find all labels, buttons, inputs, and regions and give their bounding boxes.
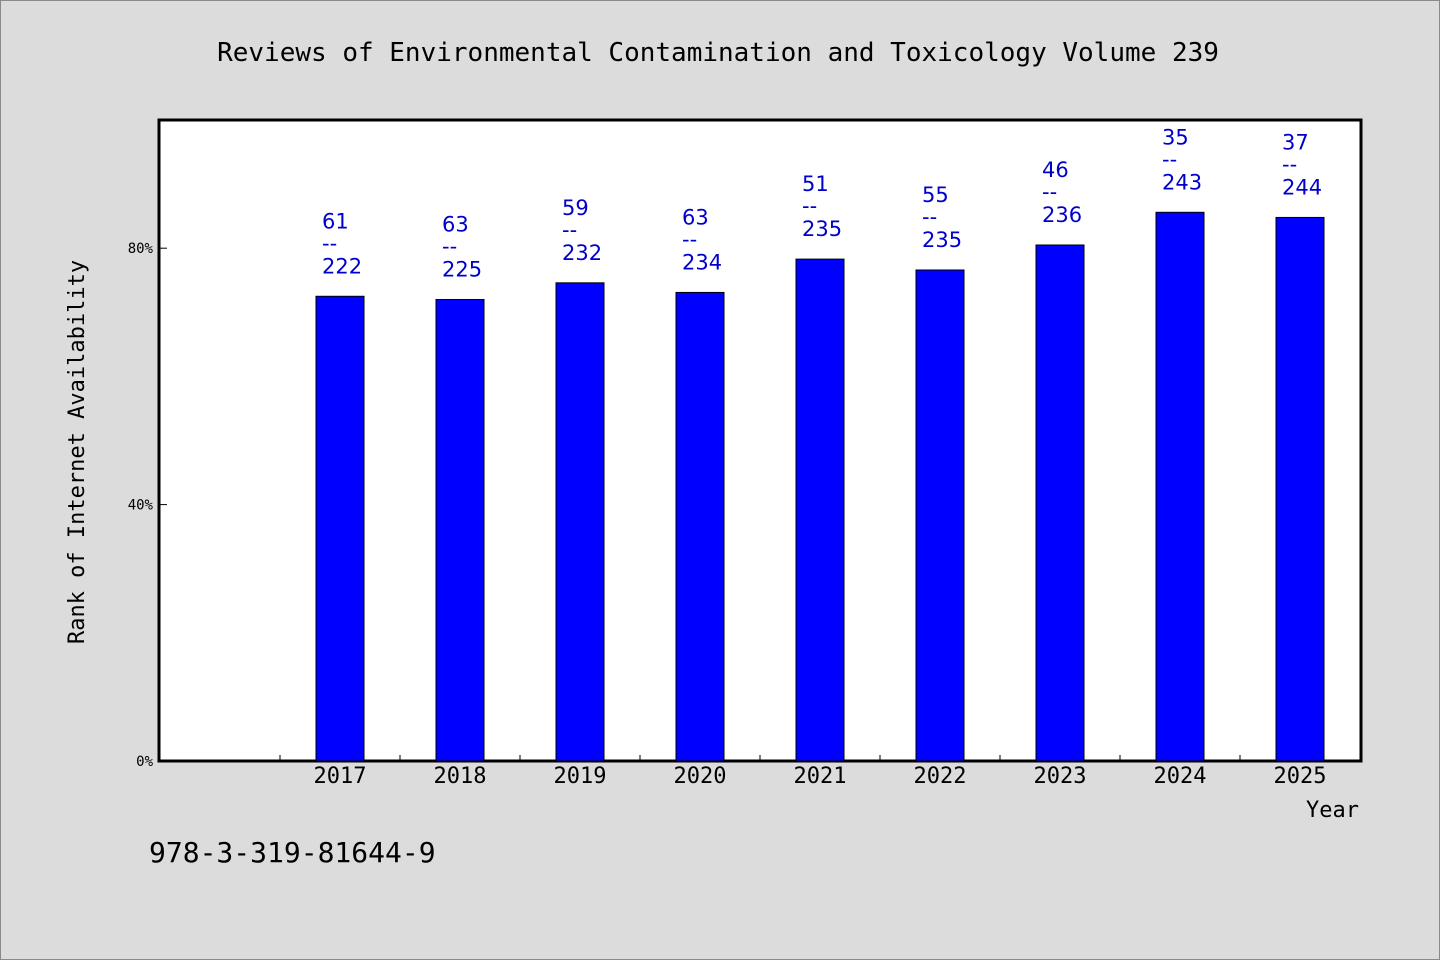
data-label-total: 235: [802, 217, 842, 241]
data-label-total: 232: [562, 241, 602, 265]
data-label-rank: 37: [1282, 130, 1309, 154]
data-label-rank: 46: [1042, 158, 1069, 182]
x-axis-label: Year: [1306, 798, 1359, 823]
data-label-rank: 35: [1162, 125, 1189, 149]
data-label-rank: 63: [442, 212, 469, 236]
data-labels: 201761--222201863--225201959--232202063-…: [314, 125, 1327, 789]
x-tick-label: 2017: [314, 764, 367, 789]
isbn-label: 978-3-319-81644-9: [149, 836, 436, 869]
x-tick-label: 2019: [554, 764, 607, 789]
bar: [1155, 211, 1205, 762]
bar: [315, 295, 365, 762]
data-label-total: 222: [322, 254, 362, 278]
x-tick-label: 2018: [434, 764, 487, 789]
data-label-total: 236: [1042, 203, 1082, 227]
x-tick-label: 2023: [1034, 764, 1087, 789]
data-label-separator: --: [802, 194, 817, 218]
data-label-separator: --: [562, 218, 577, 242]
data-label-rank: 63: [682, 205, 709, 229]
x-tick-label: 2024: [1154, 764, 1207, 789]
chart-title: Reviews of Environmental Contamination a…: [217, 38, 1219, 68]
data-label-rank: 55: [922, 183, 949, 207]
data-label-separator: --: [922, 205, 937, 229]
data-label-rank: 61: [322, 209, 349, 233]
data-label-rank: 51: [802, 172, 829, 196]
bar: [675, 291, 725, 762]
data-label-total: 243: [1162, 170, 1202, 194]
x-tick-label: 2021: [794, 764, 847, 789]
bars: [315, 211, 1325, 762]
bar: [1275, 216, 1325, 762]
bar: [795, 258, 845, 762]
data-label-separator: --: [1282, 152, 1297, 176]
y-tick-label: 40%: [128, 498, 154, 514]
data-label-total: 235: [922, 228, 962, 252]
y-tick-label: 0%: [136, 754, 153, 770]
y-axis-label: Rank of Internet Availability: [65, 260, 90, 644]
x-tick-label: 2022: [914, 764, 967, 789]
data-label-separator: --: [442, 234, 457, 258]
data-label-separator: --: [682, 227, 697, 251]
data-label-separator: --: [322, 231, 337, 255]
x-tick-label: 2020: [674, 764, 727, 789]
data-label-total: 234: [682, 250, 722, 274]
y-tick-label: 80%: [128, 241, 154, 257]
bar: [915, 269, 965, 762]
bar: [1035, 244, 1085, 762]
data-label-rank: 59: [562, 196, 589, 220]
bar: [555, 282, 605, 762]
x-tick-label: 2025: [1274, 764, 1327, 789]
data-label-separator: --: [1042, 180, 1057, 204]
bar: [435, 298, 485, 762]
data-label-separator: --: [1162, 147, 1177, 171]
axis-ticks: 0% 40% 80%: [128, 241, 1241, 770]
data-label-total: 225: [442, 257, 482, 281]
data-label-total: 244: [1282, 175, 1322, 199]
